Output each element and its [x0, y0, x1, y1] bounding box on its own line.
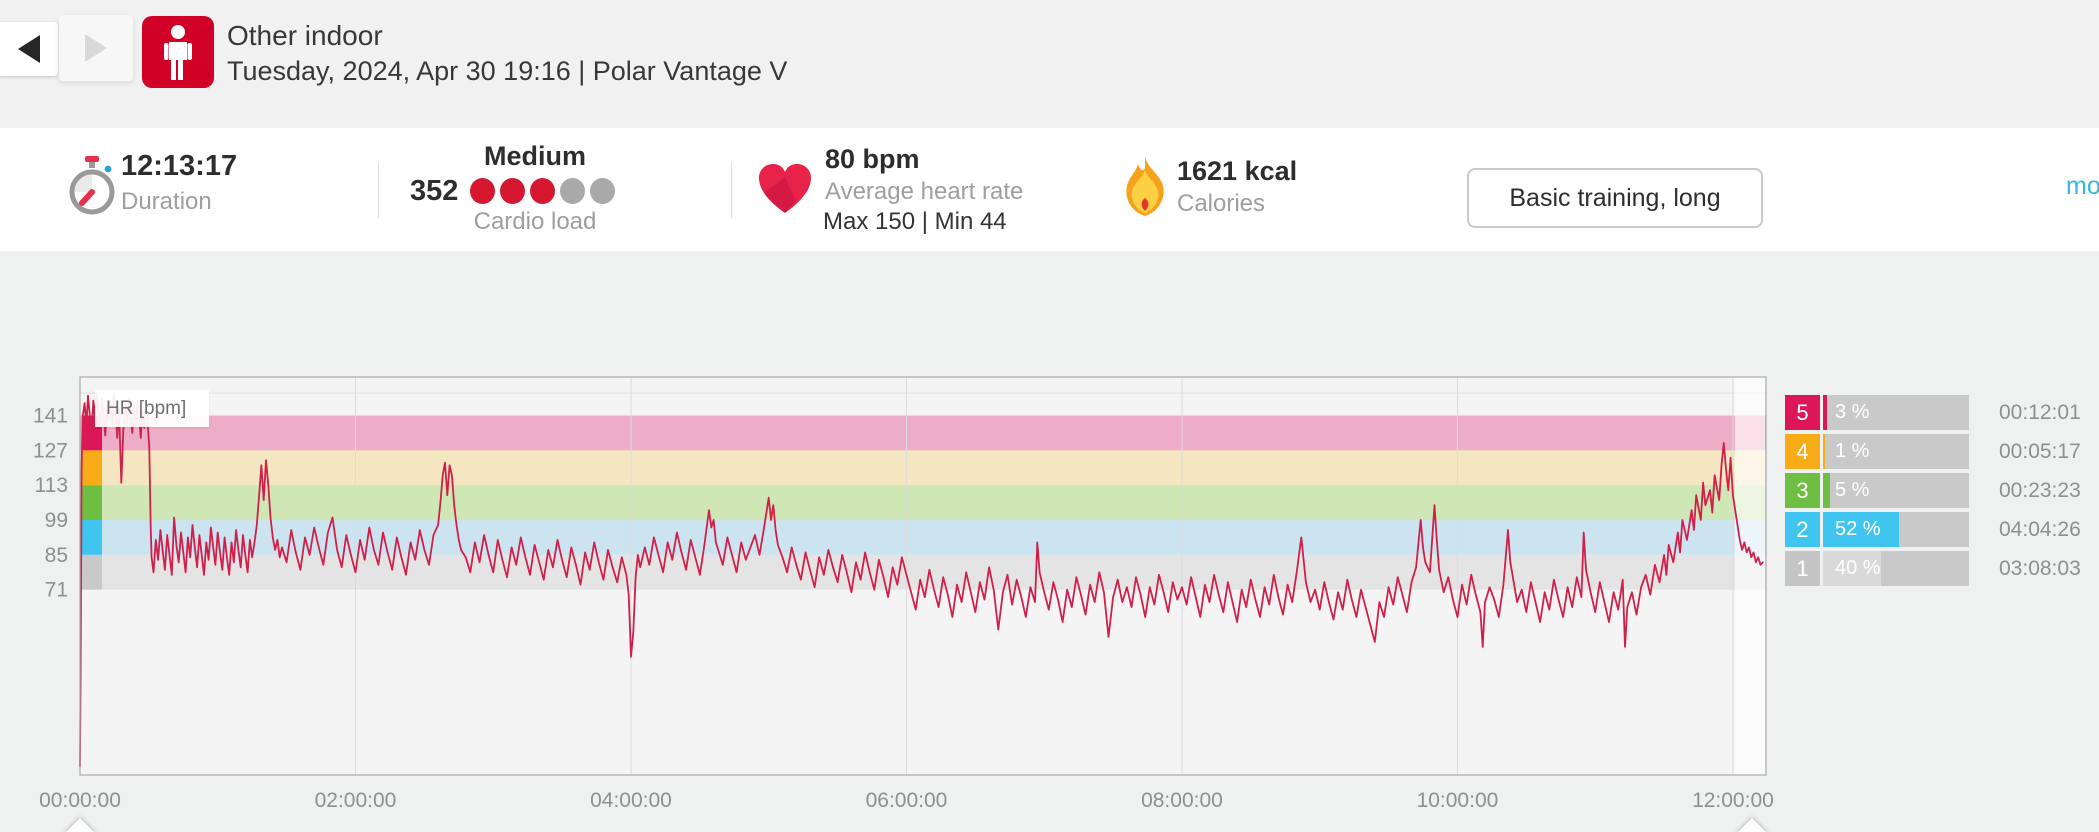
y-axis-tick-label: 85: [45, 544, 68, 567]
zone-strip-segment: [82, 485, 102, 521]
x-axis-tick-label: 06:00:00: [866, 789, 948, 812]
zone-percent-bar: 1 %: [1823, 434, 1969, 469]
summary-stats-bar: 12:13:17 Duration Medium 352 Cardio load…: [0, 128, 2099, 251]
cardio-load-dot: [590, 178, 615, 204]
zone-strip-segment: [82, 520, 102, 555]
zone-legend-row: 4 1 % 00:05:17: [1785, 434, 2099, 469]
zone-percent-label: 5 %: [1835, 479, 1870, 501]
chart-title-box: HR [bpm]: [95, 390, 209, 427]
zone-time-label: 00:12:01: [1999, 400, 2081, 424]
zone-band: [80, 415, 1766, 451]
heart-rate-chart[interactable]: 00:00:00 02:00:00 04:00:00 06:00:00 08:00:00…: [0, 251, 2099, 832]
zone-legend-row: 1 40 % 03:08:03: [1785, 551, 2099, 586]
cardio-load-value: 352: [410, 175, 459, 207]
calories-label: Calories: [1177, 190, 1266, 217]
hr-line: [79, 392, 1764, 768]
cardio-load-label: Cardio load: [473, 208, 597, 235]
avg-hr-label: Average heart rate: [825, 178, 1024, 205]
more-link[interactable]: mo: [2066, 172, 2099, 200]
cardio-load-dot: [500, 178, 525, 204]
range-slider-left-handle[interactable]: [64, 818, 96, 832]
zone-legend-row: 2 52 % 04:04:26: [1785, 512, 2099, 547]
y-axis-tick-label: 141: [33, 405, 68, 428]
zone-band: [80, 589, 1766, 775]
zone-percent-label: 40 %: [1835, 557, 1881, 579]
x-axis-tick-label: 12:00:00: [1692, 789, 1774, 812]
zone-strip-segment: [82, 450, 102, 486]
hr-zone-legend: 5 3 % 00:12:01 4 1 % 00:05:17 3 5 % 00:23:23 2 52 …: [1785, 395, 2099, 590]
x-axis-tick-label: 08:00:00: [1141, 789, 1223, 812]
zone-number-badge: 3: [1785, 473, 1820, 508]
divider: [378, 162, 379, 218]
x-axis-tick-label: 10:00:00: [1417, 789, 1499, 812]
zone-number-badge: 4: [1785, 434, 1820, 469]
heart-icon: [759, 164, 811, 213]
zone-percent-bar: 52 %: [1823, 512, 1969, 547]
zone-percent-fill: [1823, 551, 1882, 586]
zone-band: [80, 520, 1766, 555]
zone-percent-fill: [1823, 512, 1899, 547]
hr-minmax: Max 150 | Min 44: [823, 208, 1007, 235]
zone-band: [80, 377, 1766, 416]
duration-label: Duration: [121, 188, 212, 215]
zone-percent-label: 3 %: [1835, 401, 1870, 423]
zone-time-label: 04:04:26: [1999, 517, 2081, 541]
zone-number-badge: 1: [1785, 551, 1820, 586]
x-axis-tick-label: 00:00:00: [39, 789, 121, 812]
stopwatch-icon: [69, 156, 115, 215]
zone-legend-row: 5 3 % 00:12:01: [1785, 395, 2099, 430]
previous-session-button[interactable]: [0, 22, 58, 76]
plot-border: [79, 376, 1767, 776]
y-axis-tick-label: 99: [45, 509, 68, 532]
zone-percent-label: 52 %: [1835, 518, 1881, 540]
next-session-button[interactable]: [59, 15, 133, 81]
zone-percent-bar: 3 %: [1823, 395, 1969, 430]
zone-number-badge: 5: [1785, 395, 1820, 430]
cardio-load-dot: [470, 178, 495, 204]
y-axis-tick-label: 71: [45, 579, 68, 602]
person-standing-icon: [164, 25, 192, 80]
x-axis-tick-label: 04:00:00: [590, 789, 672, 812]
avg-hr-value: 80 bpm: [825, 144, 920, 174]
header-bar: Other indoor Tuesday, 2024, Apr 30 19:16…: [0, 0, 2099, 128]
divider: [731, 162, 732, 218]
zone-percent-bar: 40 %: [1823, 551, 1969, 586]
zone-number-badge: 2: [1785, 512, 1820, 547]
zone-percent-fill: [1823, 434, 1825, 469]
zone-percent-bar: 5 %: [1823, 473, 1969, 508]
y-axis-tick-label: 113: [35, 474, 68, 497]
arrow-right-icon: [85, 34, 107, 62]
zone-time-label: 00:05:17: [1999, 439, 2081, 463]
zone-band: [80, 485, 1766, 521]
cardio-load-dots: [470, 178, 615, 204]
training-target-button[interactable]: Basic training, long: [1467, 168, 1763, 228]
cardio-load-level: Medium: [483, 141, 586, 171]
hr-chart-section: 00:00:00 02:00:00 04:00:00 06:00:00 08:00:00…: [0, 251, 2099, 832]
zone-time-label: 00:23:23: [1999, 478, 2081, 502]
session-title: Other indoor: [227, 20, 383, 51]
zone-percent-fill: [1823, 473, 1831, 508]
flame-icon: [1126, 156, 1164, 216]
session-date-device: Tuesday, 2024, Apr 30 19:16 | Polar Vant…: [227, 56, 788, 86]
zone-band: [80, 554, 1766, 590]
x-axis-tick-label: 02:00:00: [315, 789, 397, 812]
zone-percent-fill: [1823, 395, 1828, 430]
cardio-load-dot: [530, 178, 555, 204]
out-of-range-overlay: [1734, 378, 1765, 774]
arrow-left-icon: [18, 35, 40, 63]
zone-time-label: 03:08:03: [1999, 556, 2081, 580]
duration-value: 12:13:17: [121, 150, 238, 182]
zone-legend-row: 3 5 % 00:23:23: [1785, 473, 2099, 508]
zone-band: [80, 450, 1766, 486]
calories-value: 1621 kcal: [1177, 156, 1298, 186]
range-slider-right-handle[interactable]: [1736, 818, 1768, 832]
sport-activity-icon: [142, 16, 214, 88]
zone-percent-label: 1 %: [1835, 440, 1870, 462]
cardio-load-dot: [560, 178, 585, 204]
y-axis-tick-label: 127: [33, 439, 68, 462]
zone-strip-segment: [82, 554, 102, 590]
